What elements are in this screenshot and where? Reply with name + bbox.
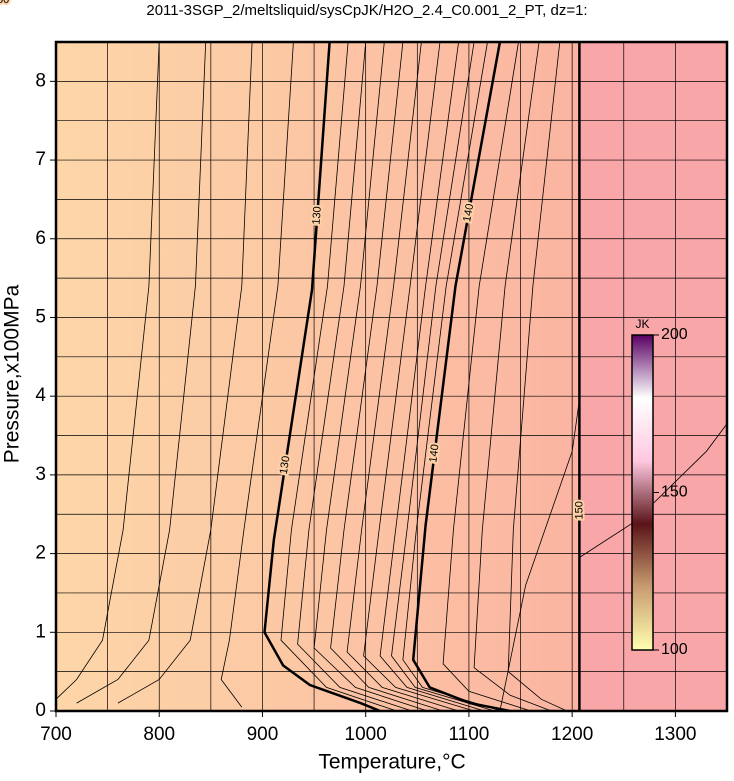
y-tick-label: 1 — [35, 621, 46, 642]
x-tick-label: 700 — [40, 724, 72, 745]
contour-label: 150 — [573, 501, 585, 519]
y-tick-label: 3 — [35, 464, 46, 485]
y-tick-label: 0 — [35, 700, 46, 721]
contour-line — [442, 41, 532, 712]
y-tick-label: 4 — [35, 385, 46, 406]
y-tick-label: 6 — [35, 228, 46, 249]
contour-line — [379, 41, 485, 712]
contour-label: 130 — [278, 455, 293, 475]
y-tick-label: 7 — [35, 149, 46, 170]
x-tick-label: 1000 — [345, 724, 387, 745]
contour-line — [117, 41, 253, 704]
contour-line — [391, 41, 495, 712]
contour-line — [402, 41, 503, 712]
contour-line — [411, 41, 511, 713]
contour-label: 140 — [427, 444, 441, 464]
x-tick-label: 1300 — [654, 724, 696, 745]
contour-line — [363, 41, 475, 712]
colorbar-tick-label: 100 — [661, 641, 688, 658]
y-tick-label: 8 — [35, 70, 46, 91]
x-tick-label: 1100 — [448, 724, 489, 745]
contour-label: 150 — [0, 0, 9, 6]
contour-line — [579, 423, 728, 558]
contour-line — [507, 41, 568, 712]
x-tick-label: 800 — [143, 724, 175, 745]
y-tick-label: 5 — [35, 306, 46, 327]
contour-line — [76, 41, 207, 704]
contour-line — [473, 41, 552, 712]
contour-label: 140 — [461, 203, 476, 223]
colorbar-tick-label: 150 — [661, 484, 688, 501]
contour-line — [330, 41, 444, 712]
y-tick-label: 2 — [35, 543, 46, 564]
contour-line — [280, 41, 397, 712]
colorbar-tick-label: 200 — [661, 326, 688, 343]
colorbar — [631, 334, 654, 651]
plot-frame — [54, 40, 729, 713]
x-axis-label: Temperature,°C — [318, 751, 465, 774]
contour-label: 130 — [311, 206, 324, 225]
contour-line — [297, 41, 413, 712]
contour-line — [55, 41, 160, 700]
contour-line — [220, 41, 294, 708]
x-tick-label: 900 — [247, 724, 279, 745]
contour-line — [499, 400, 580, 712]
contour-line — [346, 41, 459, 712]
x-tick-label: 1200 — [551, 724, 593, 745]
chart-title: 2011-3SGP_2/meltsliquid/sysCpJK/H2O_2.4_… — [146, 2, 587, 19]
plot-background — [56, 42, 580, 711]
y-axis-label: Pressure,x100MPa — [1, 284, 24, 463]
contour-line — [263, 41, 381, 713]
colorbar-label: JK — [635, 317, 649, 331]
contour-line — [313, 41, 428, 712]
